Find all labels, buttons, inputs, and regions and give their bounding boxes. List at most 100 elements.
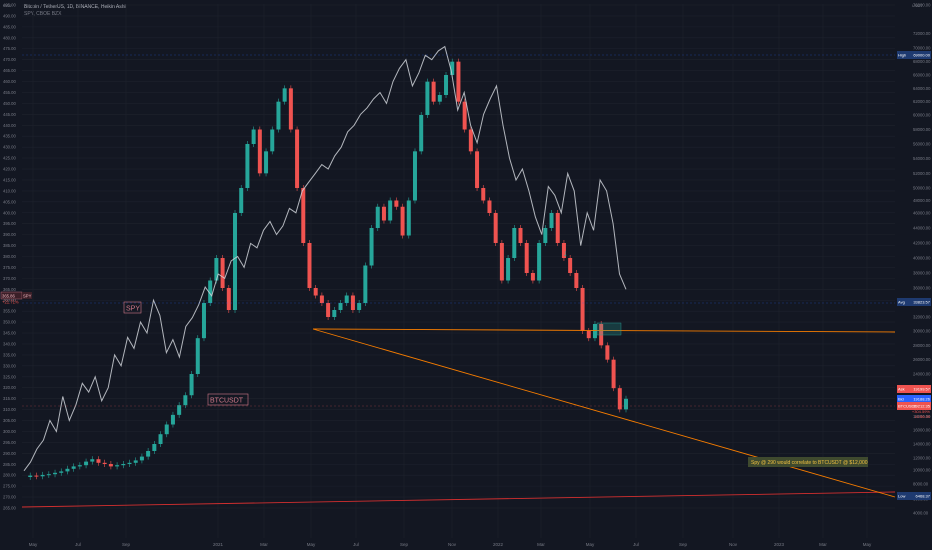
spy-change: +21.71%	[2, 300, 19, 305]
candle-body	[363, 265, 368, 303]
candle-body	[586, 331, 591, 339]
candle-body	[96, 459, 101, 463]
candle-body	[468, 129, 473, 152]
candle-body	[295, 129, 300, 188]
left-tick-label: 425.00	[3, 156, 16, 161]
left-price-axis: 495.00 490.00 485.00 480.00 475.00 470.00 465.…	[3, 3, 16, 511]
candle-body	[34, 475, 39, 477]
candle-body	[524, 243, 529, 273]
x-tick-label: Mar	[260, 542, 268, 547]
candle-body	[592, 324, 597, 339]
candle-body	[46, 474, 51, 476]
high-tag-bg	[897, 51, 931, 59]
left-tick-label: 360.00	[3, 298, 16, 303]
annotation-text: Spy @ 290 would correlate to BTCUSDT @ $…	[751, 460, 868, 466]
candle-body	[350, 295, 355, 310]
candle-body	[624, 398, 628, 410]
spy-symbol-label: SPY	[23, 294, 32, 299]
candle-body	[319, 295, 324, 303]
left-tick-label: 385.00	[3, 243, 16, 248]
candle-body	[332, 310, 337, 317]
candle-body	[233, 213, 238, 310]
candle-body	[133, 460, 138, 463]
candle-body	[437, 95, 442, 102]
candle-body	[220, 258, 225, 288]
candle-body	[158, 434, 163, 444]
x-tick-label: 2022	[493, 542, 504, 547]
left-tick-label: 485.00	[3, 24, 16, 29]
left-tick-label: 465.00	[3, 68, 16, 73]
left-tick-label: 455.00	[3, 90, 16, 95]
btc-tag-label: BTCUSDT	[898, 404, 917, 409]
left-tick-label: 480.00	[3, 35, 16, 40]
left-tick-label: 295.00	[3, 440, 16, 445]
candle-body	[102, 462, 107, 464]
left-axis-unit: USD	[3, 3, 12, 8]
consolidation-box	[596, 322, 622, 336]
right-tick-label: 72000.00	[913, 31, 931, 36]
left-tick-label: 350.00	[3, 320, 16, 325]
right-tick-label: 46000.00	[913, 211, 931, 216]
candle-body	[307, 243, 312, 288]
left-tick-label: 365.00	[3, 287, 16, 292]
right-tick-label: 40000.00	[913, 256, 931, 261]
left-tick-label: 435.00	[3, 134, 16, 139]
x-tick-label: Mar	[537, 542, 545, 547]
candle-body	[406, 200, 411, 236]
left-tick-label: 470.00	[3, 57, 16, 62]
candle-body	[189, 374, 194, 396]
drawings: ↓ SPY BTCUSDT Spy @ 290 would correlate to …	[21, 54, 896, 508]
avg-tag-label: Avg	[898, 300, 905, 305]
right-tick-label: 38000.00	[913, 271, 931, 276]
right-tick-label: 24000.00	[913, 372, 931, 377]
right-tick-label: 76000.00	[913, 3, 931, 8]
x-tick-label: May	[307, 542, 316, 547]
left-tick-label: 410.00	[3, 188, 16, 193]
candle-body	[164, 424, 169, 435]
left-tick-label: 280.00	[3, 473, 16, 478]
candle-body	[251, 129, 256, 144]
x-tick-label: May	[29, 542, 38, 547]
candle-body	[493, 213, 498, 243]
left-tick-label: 415.00	[3, 177, 16, 182]
candle-body	[617, 388, 622, 410]
btc-tag-value: 19212.35	[913, 404, 930, 409]
right-tick-label: 12000.00	[913, 456, 931, 461]
left-tick-label: 325.00	[3, 374, 16, 379]
candle-body	[264, 151, 269, 174]
candle-body	[288, 88, 293, 130]
candle-body	[139, 456, 144, 461]
right-tick-label: 68000.00	[913, 59, 931, 64]
bid-tag-bg	[897, 395, 931, 403]
x-tick-label: Jul	[353, 542, 359, 547]
candle-body	[412, 151, 417, 201]
btc-label-box	[207, 393, 249, 406]
right-tick-label: 32000.00	[913, 315, 931, 320]
spy-line	[23, 45, 627, 472]
candle-body	[127, 462, 132, 464]
candle-body	[431, 81, 436, 102]
candle-body	[53, 472, 58, 475]
left-tick-label: 490.00	[3, 13, 16, 18]
annotation-box	[748, 457, 868, 467]
candle-body	[475, 151, 480, 188]
left-tick-label: 290.00	[3, 451, 16, 456]
right-tick-label: 18000.00	[913, 414, 931, 419]
candle-body	[276, 101, 281, 130]
candle-body	[40, 474, 45, 477]
candle-body	[518, 228, 523, 243]
candle-body	[214, 258, 219, 281]
left-tick-label: 300.00	[3, 429, 16, 434]
spy-symbol-tag-bg	[22, 292, 32, 299]
left-tick-label: 340.00	[3, 341, 16, 346]
left-tick-label: 335.00	[3, 352, 16, 357]
right-tick-label: 64000.00	[913, 86, 931, 91]
right-tick-label: 36000.00	[913, 286, 931, 291]
spy-price-value: 365.86	[2, 294, 15, 299]
low-tag-label: Low	[898, 494, 905, 499]
spy-label-box	[123, 301, 142, 314]
candle-body	[605, 345, 610, 360]
candle-body	[326, 303, 331, 317]
candle-body	[394, 200, 399, 207]
